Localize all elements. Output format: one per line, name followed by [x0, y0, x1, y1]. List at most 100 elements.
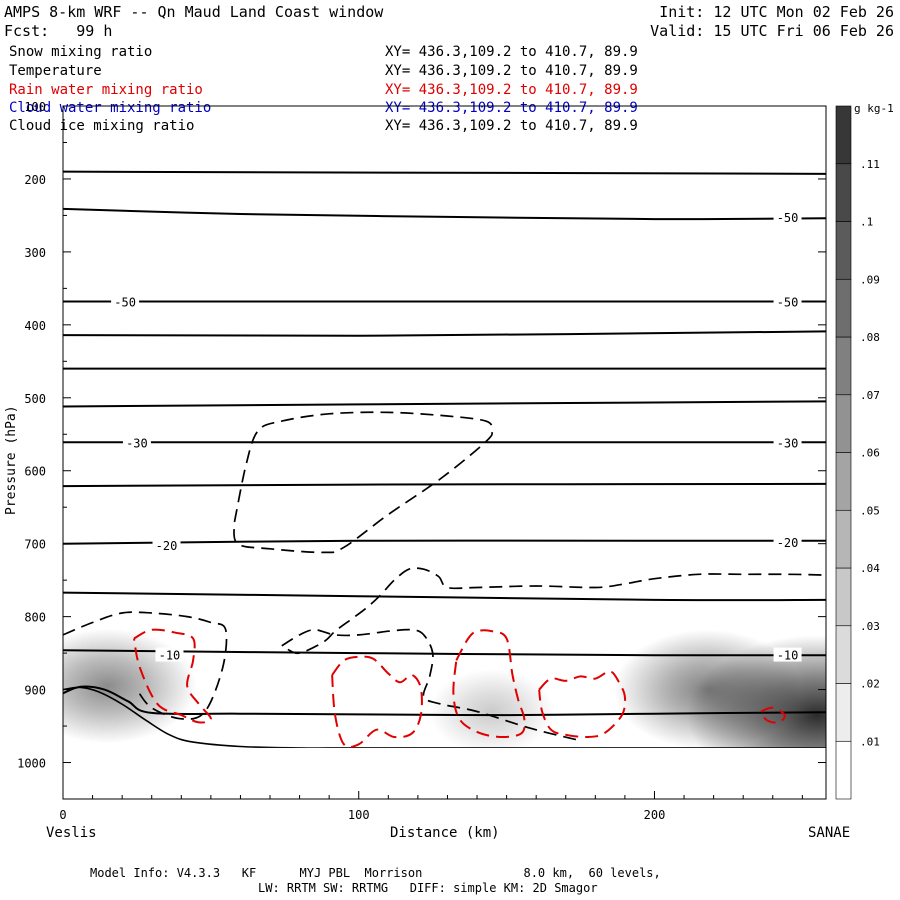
isotherm-3 — [63, 330, 826, 337]
legend-rain: Rain water mixing ratio — [9, 82, 203, 98]
colorbar-box-10 — [835, 163, 852, 222]
colorbar-box-1 — [835, 683, 852, 742]
colorbar-label-4: .05 — [860, 504, 880, 517]
colorbar-label-2: .03 — [860, 620, 880, 633]
isotherm-label-2: -50 — [777, 295, 799, 309]
colorbar-box-8 — [835, 278, 852, 338]
rain-contour-1 — [331, 655, 423, 749]
rain-contour-2 — [452, 629, 526, 739]
left-endpoint-label: Veslis — [46, 825, 97, 841]
isotherm-7 — [63, 482, 826, 488]
isotherm-label-bg-2 — [773, 294, 802, 309]
isotherm-5 — [63, 400, 826, 408]
cloud-ice-contour-1 — [63, 611, 228, 720]
legend-snow: Snow mixing ratio — [9, 44, 153, 60]
cloud-ice-contour-2 — [281, 628, 581, 742]
init-time: Init: 12 UTC Mon 02 Feb 26 — [659, 3, 894, 21]
below-ground-mask — [63, 747, 826, 799]
isotherm-label-bg-8 — [773, 647, 802, 662]
footer-physics: LW: RRTM SW: RRTMG DIFF: simple KM: 2D S… — [258, 881, 598, 895]
isotherm-label-4: -30 — [777, 436, 799, 450]
isotherm-label-bg-7 — [155, 647, 184, 662]
legend-cloud-ice: Cloud ice mixing ratio — [9, 118, 195, 134]
y-tick-label-0: 100 — [24, 100, 46, 114]
isotherm-1 — [63, 207, 826, 221]
isotherm-label-bg-6 — [773, 535, 802, 550]
isotherm-0 — [63, 170, 826, 175]
colorbar-label-3: .04 — [860, 562, 880, 575]
y-tick-label-3: 400 — [24, 319, 46, 333]
x-tick-label-1: 100 — [348, 808, 370, 822]
isotherm-label-1: -50 — [114, 295, 136, 309]
x-tick-label-0: 0 — [59, 808, 66, 822]
footer-model-info: Model Info: V4.3.3 KF MYJ PBL Morrison 8… — [90, 866, 661, 880]
colorbar-box-4 — [835, 509, 852, 569]
legend-cloud-water-xy: XY= 436.3,109.2 to 410.7, 89.9 — [385, 100, 638, 116]
colorbar-label-1: .02 — [860, 678, 880, 691]
right-endpoint-label: SANAE — [808, 825, 851, 841]
y-tick-label-5: 600 — [24, 465, 46, 479]
isotherm-11 — [63, 685, 826, 717]
y-axis-label: Pressure (hPa) — [4, 405, 19, 515]
legend-snow-xy: XY= 436.3,109.2 to 410.7, 89.9 — [385, 44, 638, 60]
isotherm-label-7: -10 — [159, 649, 181, 663]
figure-title: AMPS 8-km WRF -- Qn Maud Land Coast wind… — [4, 3, 384, 21]
isotherm-label-3: -30 — [126, 436, 148, 450]
colorbar-box-9 — [835, 221, 852, 280]
y-tick-label-4: 500 — [24, 392, 46, 406]
plot-frame — [62, 105, 827, 800]
isotherm-label-8: -10 — [777, 649, 799, 663]
legend-cloud-water: Cloud water mixing ratio — [9, 100, 212, 116]
y-tick-label-1: 200 — [24, 173, 46, 187]
legend-cloud-ice-xy: XY= 436.3,109.2 to 410.7, 89.9 — [385, 118, 638, 134]
rain-contour-0 — [133, 628, 212, 724]
colorbar-label-5: .06 — [860, 447, 880, 460]
colorbar-label-9: .1 — [860, 216, 873, 229]
isotherm-9 — [63, 591, 826, 602]
y-tick-label-9: 1000 — [17, 757, 46, 771]
valid-time: Valid: 15 UTC Fri 06 Feb 26 — [650, 22, 894, 40]
colorbar-label-0: .01 — [860, 735, 880, 748]
axes: 100 200 300 400 500 600 700 800 900 1000 0 100 200 — [17, 100, 827, 822]
colorbar: .01 .02 .03 .04 .05 .06 .07 .08 .09 .1 .11 — [835, 105, 880, 800]
terrain-line — [63, 686, 826, 749]
rain-contour-3 — [538, 670, 627, 739]
isotherm-label-0: -50 — [777, 211, 799, 225]
rain-contour-4 — [760, 706, 786, 724]
colorbar-label-6: .07 — [860, 389, 880, 402]
legend-rain-xy: XY= 436.3,109.2 to 410.7, 89.9 — [385, 82, 638, 98]
y-tick-label-7: 800 — [24, 611, 46, 625]
y-axis-label-wrap: Pressure (hPa) — [0, 405, 24, 519]
isotherm-label-bg-0 — [773, 209, 802, 224]
colorbar-box-6 — [835, 394, 852, 453]
snow-maximum-1 — [429, 668, 555, 754]
colorbar-box-0 — [835, 740, 852, 800]
legend-temperature-xy: XY= 436.3,109.2 to 410.7, 89.9 — [385, 63, 638, 79]
forecast-hour: Fcst: 99 h — [4, 22, 113, 40]
colorbar-box-5 — [835, 452, 852, 511]
contours: -50 -50 -50 -30 -30 -20 -20 -10 -10 — [63, 170, 826, 799]
colorbar-label-10: .11 — [860, 158, 880, 171]
cloud-ice-contour-3 — [287, 567, 826, 655]
isotherm-label-6: -20 — [777, 536, 799, 550]
y-tick-label-2: 300 — [24, 246, 46, 260]
x-tick-label-2: 200 — [644, 808, 666, 822]
colorbar-box-2 — [835, 625, 852, 684]
y-tick-label-8: 900 — [24, 684, 46, 698]
colorbar-label-7: .08 — [860, 331, 880, 344]
cloud-ice-contour-0 — [233, 411, 493, 554]
legend-temperature: Temperature — [9, 63, 102, 79]
isotherm-label-5: -20 — [156, 539, 178, 553]
x-axis-label: Distance (km) — [390, 825, 500, 841]
isotherm-label-bg-1 — [111, 294, 140, 309]
colorbar-label-8: .09 — [860, 273, 880, 286]
colorbar-box-7 — [835, 336, 852, 396]
colorbar-box-11 — [835, 105, 852, 165]
colorbar-unit: g kg-1 — [854, 102, 894, 115]
y-tick-label-6: 700 — [24, 538, 46, 552]
isotherm-label-bg-5 — [152, 538, 181, 553]
isotherm-label-bg-4 — [773, 435, 802, 450]
isotherm-label-bg-3 — [122, 435, 151, 450]
